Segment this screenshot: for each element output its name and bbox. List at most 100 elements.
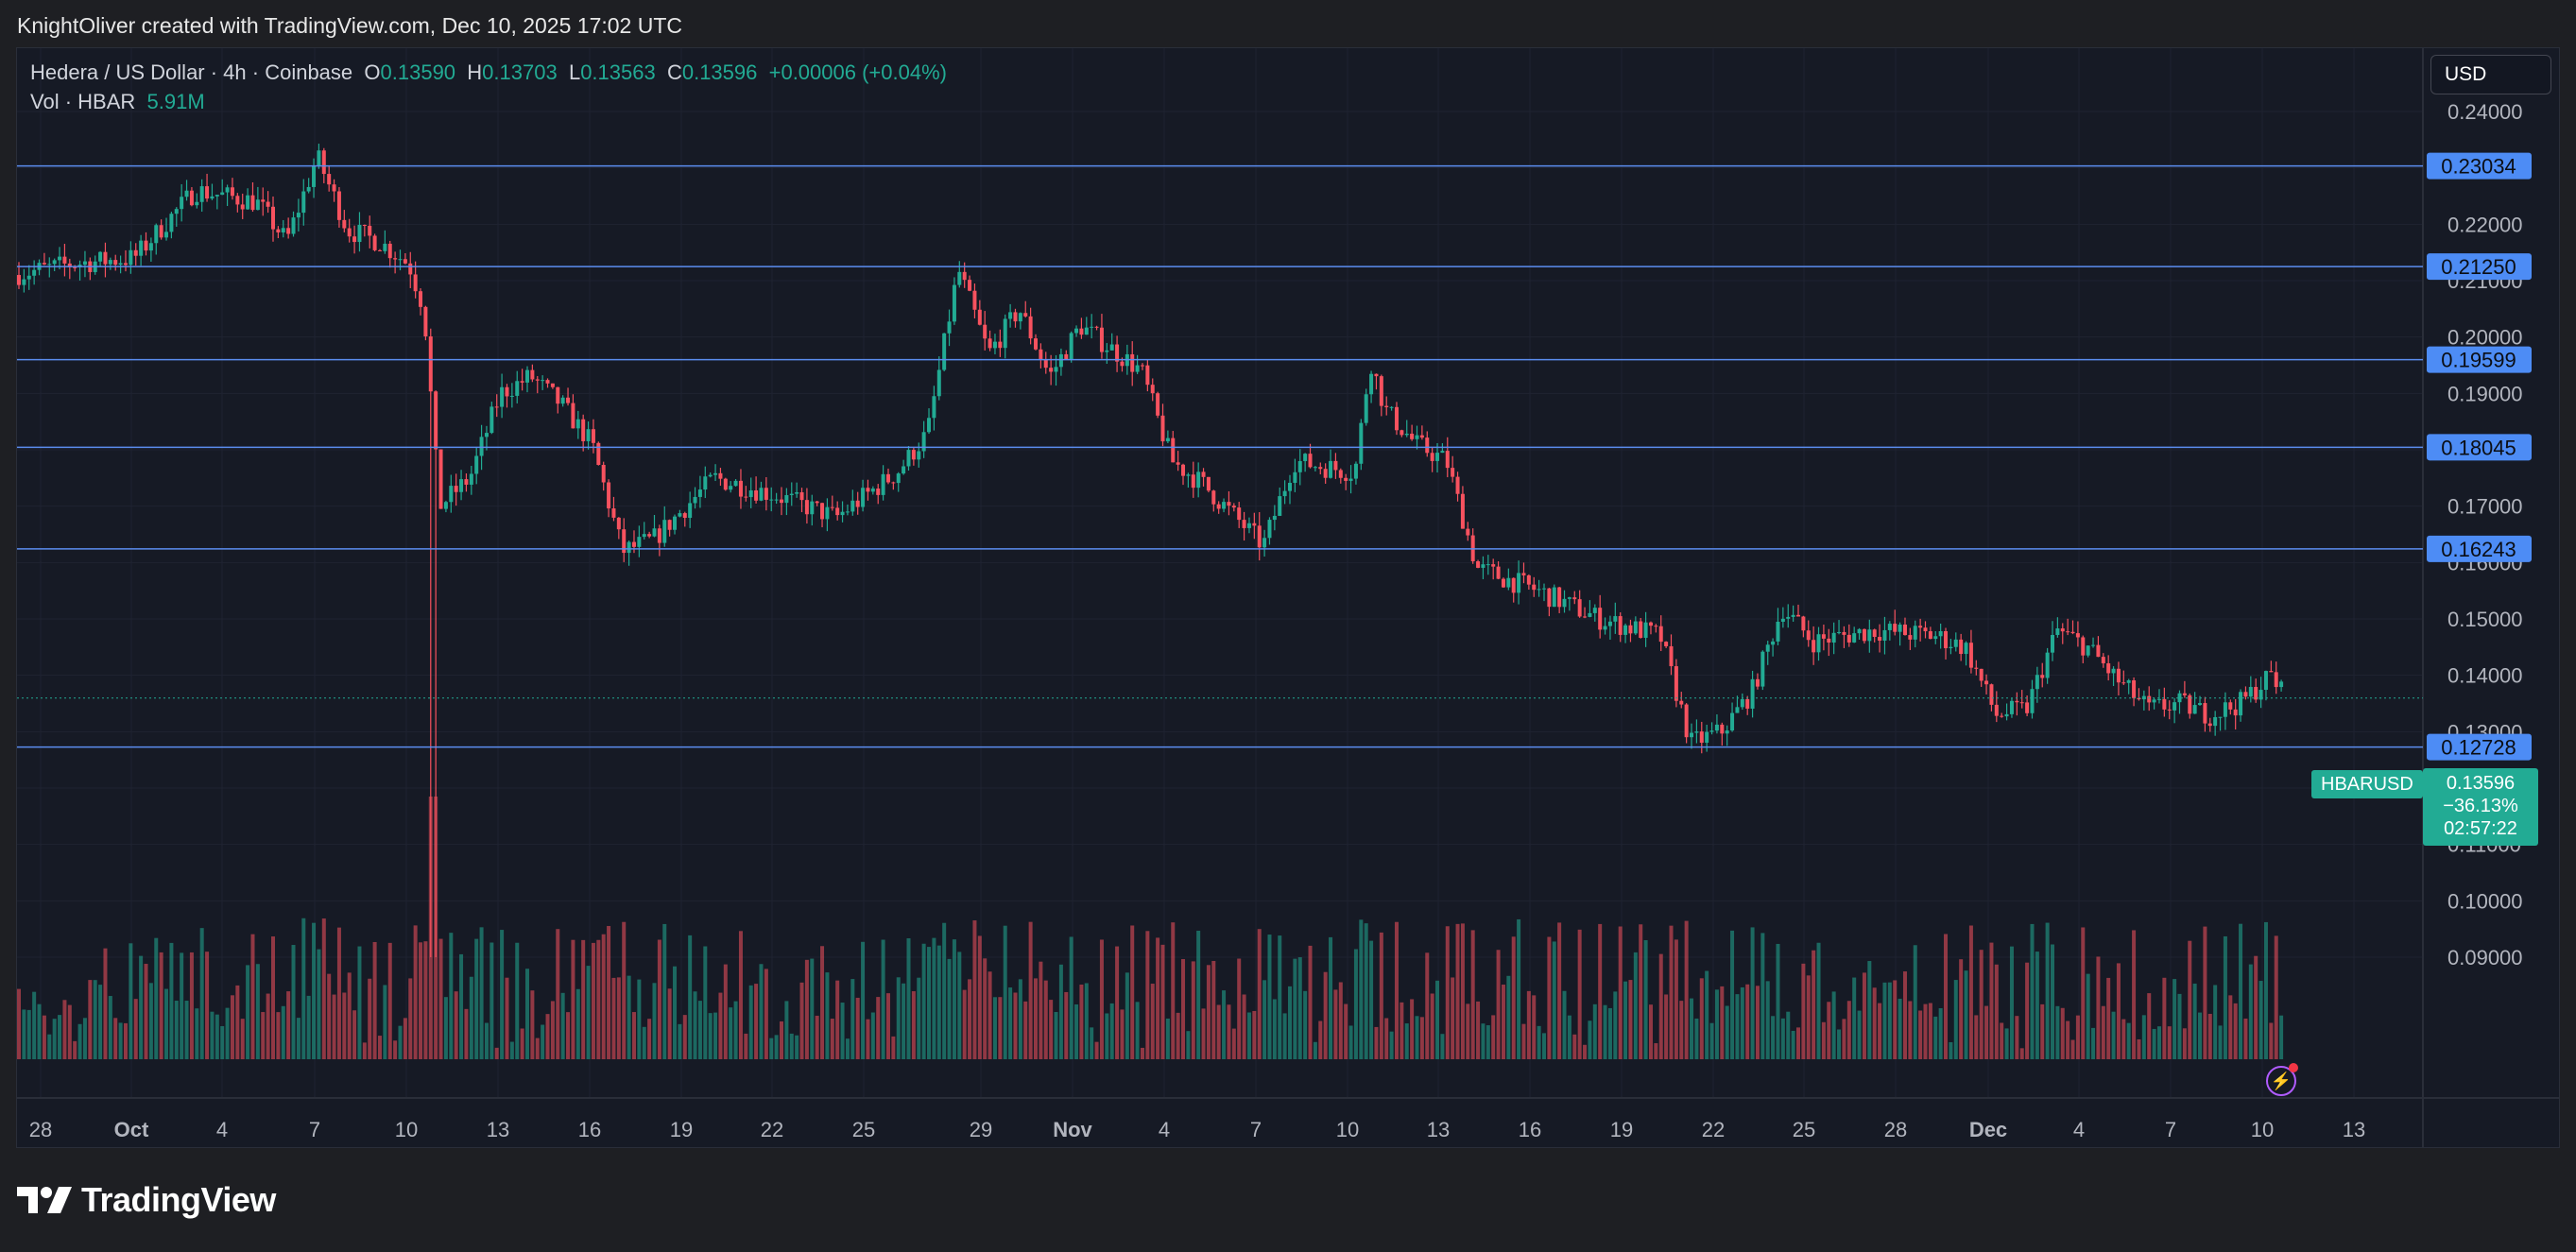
candle-body bbox=[1440, 451, 1445, 454]
time-axis-label: 29 bbox=[970, 1118, 992, 1141]
price-chart[interactable]: 0.240000.230000.220000.210000.200000.190… bbox=[17, 48, 2560, 1148]
candle-body bbox=[123, 263, 128, 266]
volume-bar bbox=[276, 1012, 281, 1059]
volume-bar bbox=[1058, 964, 1063, 1059]
currency-button[interactable]: USD bbox=[2430, 55, 2551, 94]
volume-bar bbox=[2009, 946, 2014, 1059]
time-axis-label: 16 bbox=[578, 1118, 601, 1141]
volume-bar bbox=[1918, 1010, 1923, 1059]
volume-bar bbox=[123, 1022, 128, 1059]
candle-body bbox=[1511, 577, 1516, 593]
volume-bar bbox=[1628, 980, 1633, 1059]
candle-body bbox=[342, 219, 347, 229]
candle-body bbox=[1216, 504, 1221, 509]
volume-bar bbox=[2137, 1038, 2141, 1059]
volume-bar bbox=[1537, 1025, 1541, 1059]
volume-bar bbox=[815, 1015, 819, 1059]
volume-bar bbox=[541, 1024, 545, 1059]
candle-body bbox=[2055, 628, 2060, 635]
candle-body bbox=[1099, 327, 1104, 352]
time-axis-label: 28 bbox=[1884, 1118, 1907, 1141]
candle-body bbox=[870, 489, 875, 492]
candle-body bbox=[1968, 643, 1973, 668]
candle-body bbox=[2254, 686, 2258, 700]
volume-bar bbox=[627, 975, 631, 1059]
candle-body bbox=[67, 263, 72, 267]
volume-bar bbox=[225, 1007, 230, 1059]
candle-body bbox=[1918, 626, 1923, 628]
volume-bar bbox=[902, 983, 906, 1059]
candle-body bbox=[835, 507, 840, 516]
volume-bar bbox=[1069, 936, 1073, 1059]
volume-bar bbox=[2096, 956, 2101, 1059]
candle-body bbox=[1120, 361, 1125, 367]
volume-bar bbox=[2207, 1013, 2212, 1059]
volume-bar bbox=[992, 997, 997, 1059]
candle-body bbox=[454, 486, 458, 492]
candle-body bbox=[301, 191, 306, 214]
volume-bar bbox=[2279, 1015, 2284, 1059]
candle-body bbox=[2239, 692, 2243, 716]
volume-bar bbox=[723, 964, 728, 1059]
volume-bar bbox=[1318, 1020, 1323, 1059]
volume-bar bbox=[1201, 1008, 1206, 1059]
volume-bar bbox=[1419, 1017, 1424, 1059]
volume-bar bbox=[1211, 960, 1216, 1059]
candle-body bbox=[921, 432, 926, 452]
candle-body bbox=[2203, 703, 2207, 724]
volume-bar bbox=[729, 1007, 733, 1059]
volume-bar bbox=[2218, 1025, 2223, 1059]
candle-body bbox=[1501, 578, 1505, 588]
chart-frame[interactable]: 0.240000.230000.220000.210000.200000.190… bbox=[16, 47, 2560, 1148]
volume-bar bbox=[682, 1015, 687, 1059]
volume-bar bbox=[748, 985, 753, 1059]
volume-bar bbox=[2081, 927, 2086, 1059]
volume-bar bbox=[1297, 957, 1302, 1059]
candle-body bbox=[1257, 525, 1262, 548]
volume-bar bbox=[566, 1012, 571, 1059]
candle-body bbox=[47, 264, 52, 266]
candle-body bbox=[246, 195, 250, 210]
candle-body bbox=[1201, 472, 1206, 477]
candle-body bbox=[118, 263, 123, 266]
candle-body bbox=[327, 174, 332, 185]
candle-body bbox=[1771, 641, 1776, 645]
candle-body bbox=[1013, 312, 1018, 322]
volume-bar bbox=[703, 946, 708, 1059]
volume-bar bbox=[1709, 1022, 1714, 1059]
candle-body bbox=[2279, 681, 2284, 688]
candle-body bbox=[1933, 636, 1938, 640]
volume-bar bbox=[1074, 1003, 1079, 1059]
candle-body bbox=[876, 489, 881, 495]
time-axis-label: 28 bbox=[29, 1118, 52, 1141]
candle-body bbox=[1344, 477, 1348, 481]
candle-body bbox=[581, 419, 586, 441]
candle-body bbox=[1323, 469, 1328, 478]
candle-body bbox=[1455, 476, 1460, 494]
volume-bar bbox=[1496, 950, 1501, 1059]
candle-body bbox=[1893, 624, 1898, 632]
volume-bar bbox=[2075, 1015, 2080, 1059]
volume-bar bbox=[942, 922, 947, 1059]
volume-bar bbox=[840, 1003, 845, 1059]
volume-bar bbox=[77, 1023, 82, 1059]
volume-bar bbox=[2051, 944, 2054, 1059]
candle-body bbox=[22, 279, 26, 285]
volume-bar bbox=[195, 1008, 199, 1059]
volume-bar bbox=[1329, 936, 1333, 1059]
volume-bar bbox=[515, 942, 520, 1059]
candle-body bbox=[1389, 406, 1394, 408]
volume-bar bbox=[1705, 970, 1709, 1059]
candle-body bbox=[291, 217, 296, 234]
volume-bar bbox=[764, 969, 768, 1059]
candle-body bbox=[1842, 631, 1846, 635]
volume-bar bbox=[469, 976, 473, 1059]
time-axis-label: 19 bbox=[1610, 1118, 1633, 1141]
candle-body bbox=[1994, 704, 1999, 716]
volume-bar bbox=[1827, 1002, 1831, 1059]
candle-body bbox=[622, 529, 627, 554]
time-axis-label: 7 bbox=[2165, 1118, 2176, 1141]
volume-bar bbox=[697, 1001, 702, 1059]
volume-bar bbox=[2091, 1027, 2096, 1059]
lightning-icon[interactable]: ⚡ bbox=[2266, 1066, 2296, 1096]
